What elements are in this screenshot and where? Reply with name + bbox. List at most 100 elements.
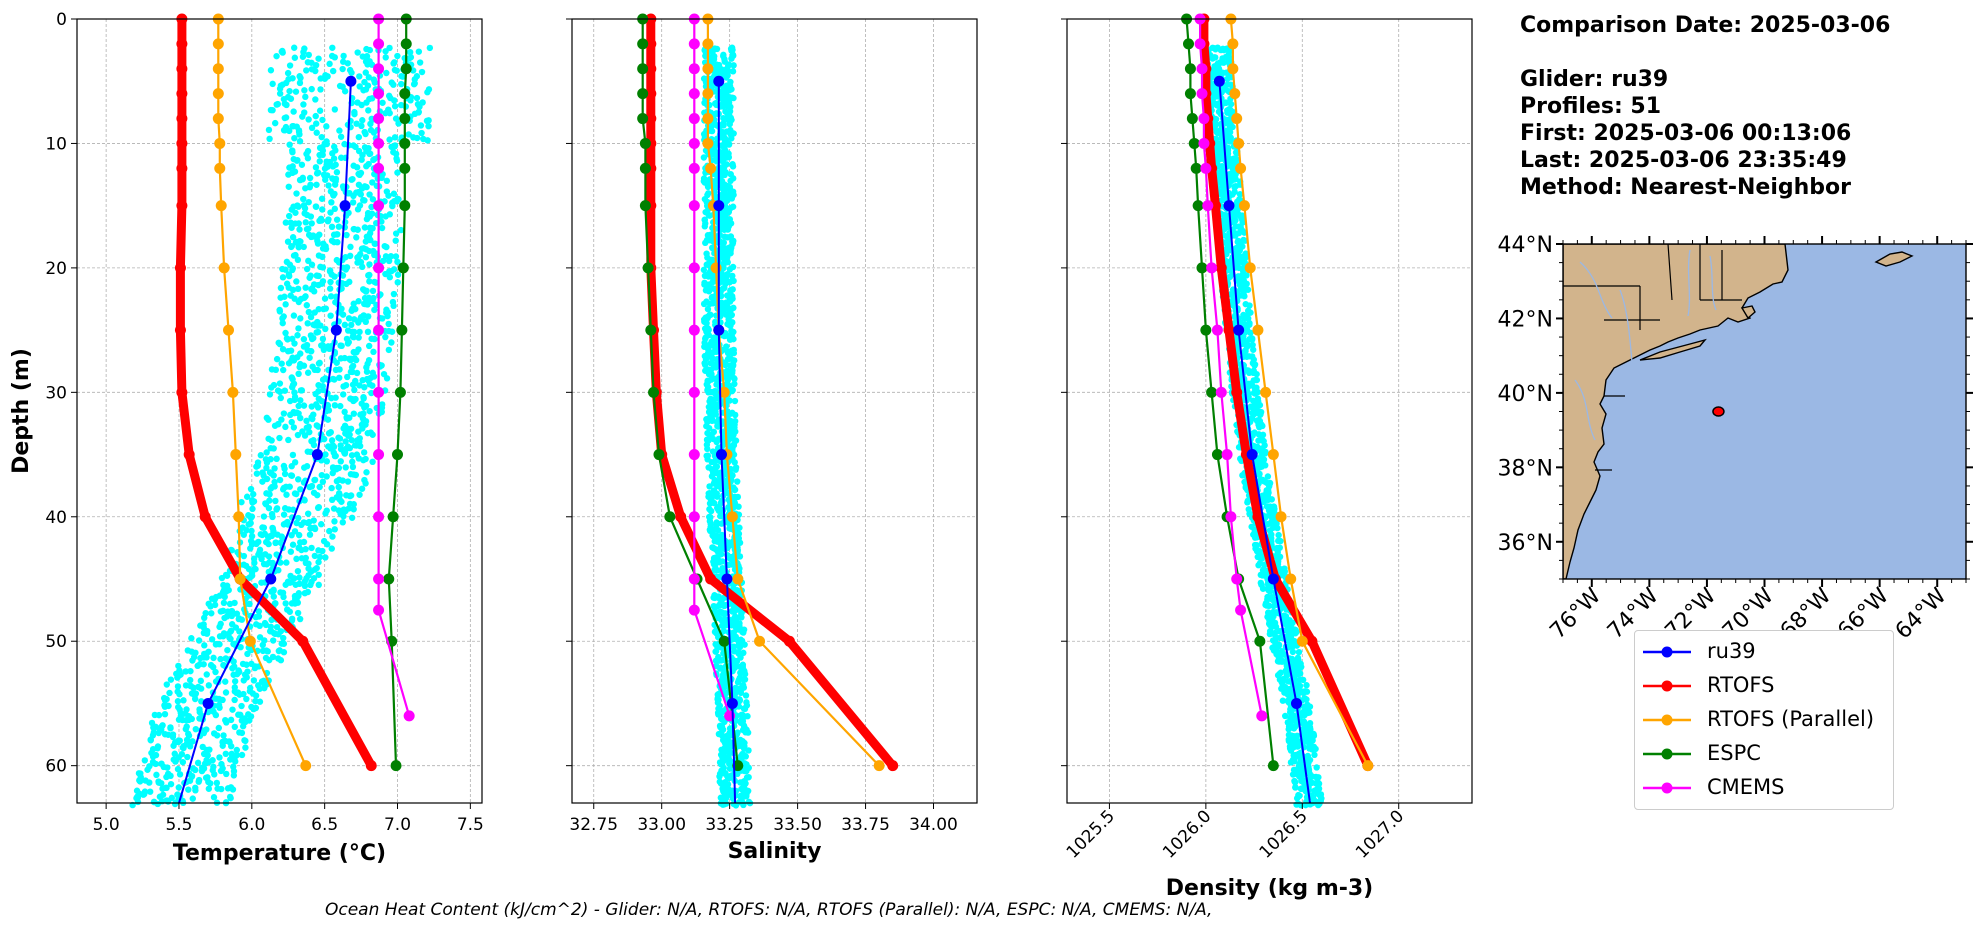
glider-point bbox=[415, 48, 423, 55]
glider-point bbox=[729, 46, 736, 54]
glider-point bbox=[283, 559, 290, 566]
glider-point bbox=[347, 395, 354, 402]
glider-point bbox=[270, 472, 277, 479]
glider-point bbox=[735, 530, 743, 537]
glider-point bbox=[745, 798, 753, 806]
glider-point bbox=[303, 463, 311, 470]
glider-point bbox=[331, 376, 338, 383]
glider-point bbox=[355, 133, 363, 141]
glider-point bbox=[718, 270, 726, 278]
point-rtofs bbox=[174, 262, 186, 274]
glider-point bbox=[302, 559, 310, 567]
glider-point bbox=[1285, 737, 1293, 745]
glider-point bbox=[265, 553, 273, 560]
x-tick-label: 34.00 bbox=[909, 815, 958, 835]
glider-point bbox=[701, 361, 709, 369]
glider-point bbox=[288, 531, 295, 539]
glider-point bbox=[300, 202, 308, 209]
glider-point bbox=[726, 94, 734, 101]
glider-point bbox=[388, 267, 395, 275]
glider-point bbox=[241, 737, 248, 744]
glider-point bbox=[355, 188, 362, 196]
glider-point bbox=[1295, 682, 1302, 689]
glider-point bbox=[365, 160, 372, 168]
glider-point bbox=[379, 99, 386, 106]
glider-point bbox=[302, 284, 309, 291]
glider-point bbox=[294, 609, 302, 617]
point-rtofs-parallel bbox=[244, 635, 256, 647]
glider-point bbox=[308, 286, 315, 293]
glider-point bbox=[268, 532, 275, 539]
glider-point bbox=[222, 678, 229, 685]
glider-point bbox=[188, 690, 196, 697]
glider-point bbox=[245, 565, 253, 573]
glider-point bbox=[167, 725, 174, 732]
glider-point bbox=[726, 305, 734, 313]
glider-point bbox=[285, 360, 293, 367]
glider-point bbox=[392, 253, 400, 260]
glider-point bbox=[311, 476, 319, 484]
glider-point bbox=[187, 682, 195, 690]
glider-point bbox=[704, 181, 711, 188]
glider-point bbox=[704, 456, 711, 463]
glider-point bbox=[268, 588, 275, 595]
glider-point bbox=[735, 503, 742, 510]
point-cmems bbox=[688, 511, 700, 523]
glider-point bbox=[721, 801, 728, 808]
glider-point bbox=[308, 124, 316, 132]
glider-point bbox=[335, 434, 342, 441]
glider-point bbox=[1224, 127, 1231, 135]
glider-point bbox=[277, 657, 285, 664]
glider-point bbox=[182, 682, 190, 689]
glider-point bbox=[259, 647, 267, 655]
glider-point bbox=[276, 647, 283, 654]
glider-point bbox=[1232, 217, 1239, 224]
point-espc bbox=[394, 386, 406, 398]
glider-point bbox=[308, 220, 315, 227]
glider-point bbox=[217, 655, 224, 663]
temperature-plot-frame bbox=[76, 18, 483, 804]
glider-point bbox=[328, 271, 335, 278]
glider-point bbox=[390, 60, 397, 67]
glider-point bbox=[719, 601, 727, 609]
glider-point bbox=[715, 593, 722, 600]
glider-point bbox=[363, 148, 370, 155]
glider-point bbox=[302, 554, 309, 562]
glider-point bbox=[314, 491, 321, 499]
glider-point bbox=[263, 464, 270, 472]
glider-point bbox=[210, 730, 218, 737]
glider-point bbox=[704, 305, 712, 313]
glider-point bbox=[231, 678, 239, 685]
glider-point bbox=[713, 490, 720, 497]
glider-point bbox=[363, 215, 371, 223]
glider-point bbox=[347, 243, 354, 251]
glider-point bbox=[1222, 99, 1229, 106]
glider-point bbox=[707, 232, 715, 239]
glider-point bbox=[712, 99, 720, 107]
series-line-cmems bbox=[377, 19, 411, 717]
glider-point bbox=[724, 377, 731, 384]
glider-point bbox=[280, 313, 287, 320]
glider-point bbox=[706, 483, 713, 490]
glider-point bbox=[726, 244, 733, 251]
glider-point bbox=[726, 266, 734, 273]
glider-point bbox=[729, 272, 736, 280]
glider-point bbox=[388, 339, 395, 346]
point-espc bbox=[653, 449, 665, 461]
glider-point bbox=[213, 640, 220, 648]
glider-point bbox=[295, 514, 302, 522]
glider-point bbox=[227, 716, 235, 724]
glider-point bbox=[319, 478, 327, 485]
glider-point bbox=[269, 559, 276, 567]
glider-point bbox=[251, 565, 258, 572]
glider-point bbox=[393, 155, 400, 162]
glider-point bbox=[192, 766, 199, 774]
glider-point bbox=[701, 318, 708, 325]
glider-point bbox=[313, 422, 320, 429]
point-rtofs-parallel bbox=[873, 760, 885, 772]
glider-point bbox=[332, 175, 340, 183]
temperature-xlabel: Temperature (°C) bbox=[173, 841, 386, 866]
point-rtofs-parallel bbox=[212, 88, 224, 100]
glider-point bbox=[721, 621, 728, 628]
glider-point bbox=[364, 328, 372, 336]
